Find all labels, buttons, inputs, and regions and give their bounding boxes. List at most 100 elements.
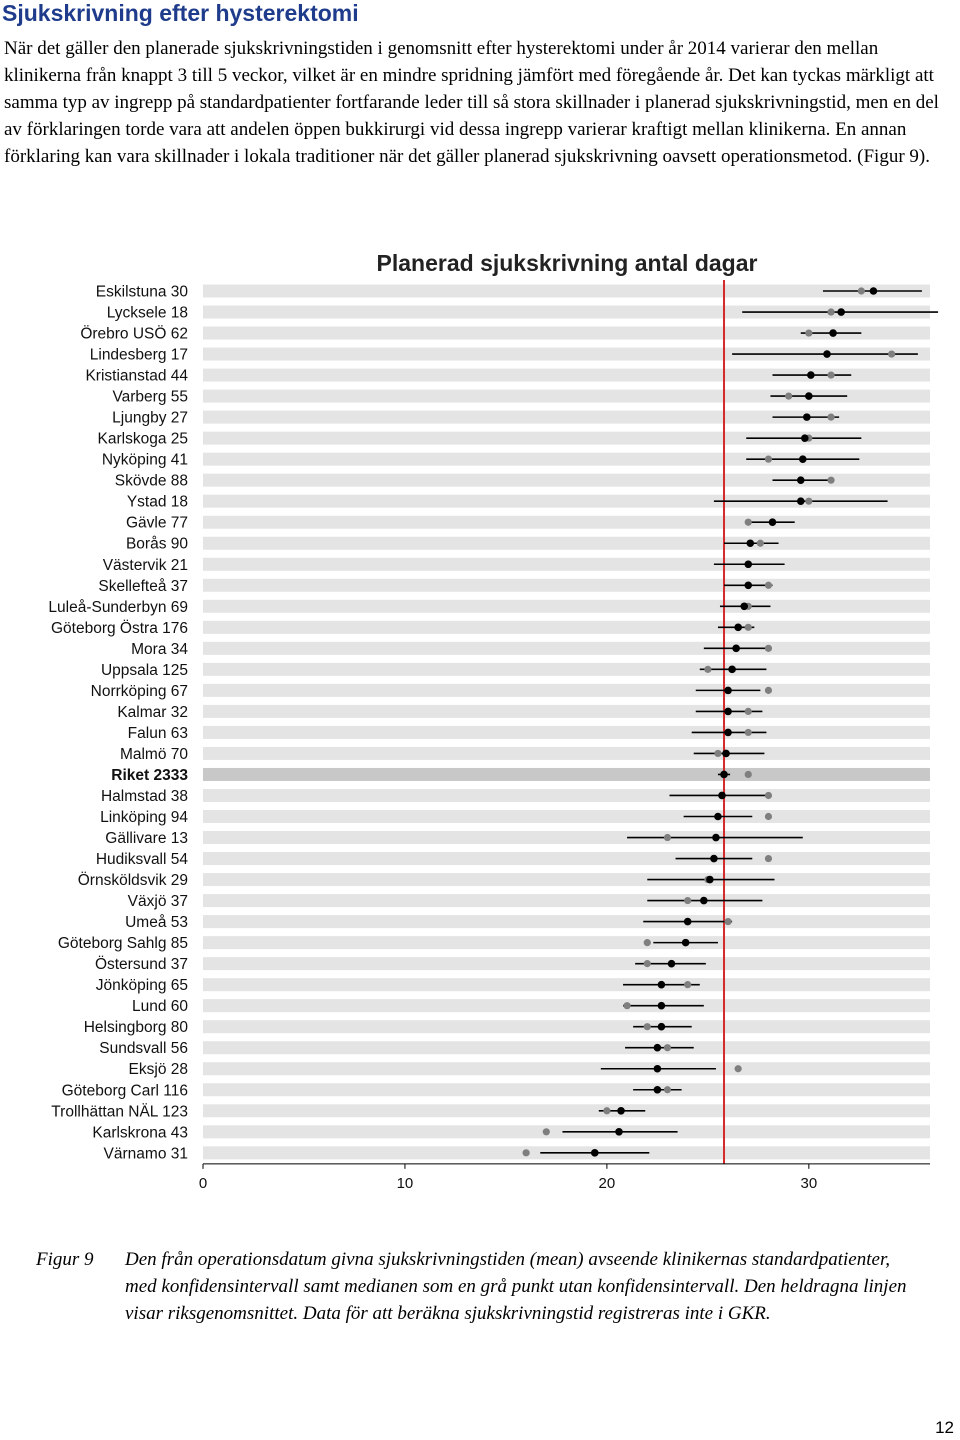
row-band [203,831,930,845]
row-band [203,999,930,1013]
mean-point [714,812,722,821]
clinic-label: Göteborg Carl 116 [62,1082,188,1099]
row-band [203,1062,930,1076]
clinic-label: Nyköping 41 [102,452,188,469]
clinic-label: Lindesberg 17 [90,347,188,364]
mean-point [718,791,726,800]
median-point [714,749,722,758]
clinic-label: Skellefteå 37 [98,578,188,595]
clinic-label: Gävle 77 [126,515,188,532]
mean-point [798,455,807,463]
clinic-label: Värnamo 31 [104,1145,188,1162]
median-point [663,1044,672,1052]
row-band [203,368,930,382]
median-point [643,960,651,968]
mean-point [796,497,805,505]
median-point [857,287,865,295]
figure-caption-text: Den från operationsdatum givna sjukskriv… [125,1249,907,1324]
mean-point [722,749,730,758]
mean-point [732,644,740,653]
mean-point [768,518,777,527]
median-point [623,1002,631,1010]
row-band [203,1104,930,1118]
mean-point [800,434,809,442]
row-band [203,810,930,823]
mean-point [746,539,755,548]
mean-point [724,686,732,695]
x-tick-label: 10 [397,1175,414,1192]
clinic-label: Göteborg Sahlg 85 [58,935,188,952]
row-band [203,936,930,950]
mean-point [653,1085,662,1094]
row-band [203,1083,930,1097]
clinic-label: Gällivare 13 [105,830,188,847]
clinic-label: Ljungby 27 [112,410,188,427]
clinic-label: Jönköping 65 [96,977,188,994]
mean-point [823,350,831,358]
clinic-label: Ystad 18 [127,494,188,511]
row-band [203,326,930,340]
row-band [203,578,930,592]
mean-point [700,896,708,905]
mean-point [803,413,811,421]
mean-point [615,1128,623,1136]
chart-title: Planerad sjukskrivning antal dagar [377,250,758,276]
row-band [203,536,930,550]
mean-point [653,1064,662,1073]
clinic-label: Varberg 55 [112,389,188,406]
clinic-label: Örebro USÖ 62 [80,325,188,343]
row-band [203,347,930,361]
body-paragraph: När det gäller den planerade sjukskrivni… [4,38,939,167]
median-point [764,581,773,589]
row-band [203,557,930,571]
row-band [203,431,930,445]
clinic-label: Växjö 37 [128,893,188,910]
mean-point [869,287,878,295]
mean-point [712,833,720,842]
row-band [203,452,930,466]
mean-point [829,329,837,337]
mean-point [805,392,813,400]
median-point [764,812,773,821]
median-point [785,392,793,400]
mean-point [617,1106,625,1115]
mean-point [740,602,749,611]
row-band [203,683,930,697]
median-point [522,1149,530,1157]
median-point [684,896,692,905]
clinic-label: Kalmar 32 [117,704,188,721]
median-point [764,686,773,694]
x-tick-label: 20 [599,1175,616,1192]
clinic-label: Eksjö 28 [129,1061,188,1078]
clinic-label: Hudiksvall 54 [96,851,189,868]
mean-point [724,707,732,716]
mean-point [734,623,742,632]
median-point [827,413,835,421]
clinic-label: Eskilstuna 30 [96,284,189,301]
mean-point [657,1001,666,1010]
mean-point [683,917,692,926]
x-tick-label: 0 [199,1175,207,1192]
median-point [827,371,835,379]
clinic-label: Lund 60 [132,998,188,1015]
row-band [203,725,930,739]
median-point [663,833,672,842]
clinic-label: Karlskoga 25 [98,431,188,448]
row-band [203,599,930,613]
clinic-label: Skövde 88 [115,473,188,490]
row-band [203,473,930,487]
mean-point [720,770,728,779]
clinic-label: Malmö 70 [120,746,188,763]
clinic-label: Uppsala 125 [101,662,188,679]
mean-point [744,581,753,590]
mean-point [796,476,805,484]
clinic-label: Halmstad 38 [101,788,188,805]
median-point [603,1107,611,1115]
row-band [203,620,930,634]
clinic-label: Trollhättan NÄL 123 [51,1103,188,1120]
median-point [542,1128,550,1136]
median-point [744,623,752,631]
row-band [203,494,930,508]
figure-caption-label: Figur 9 [36,1249,94,1270]
clinic-label: Luleå-Sunderbyn 69 [48,599,188,616]
